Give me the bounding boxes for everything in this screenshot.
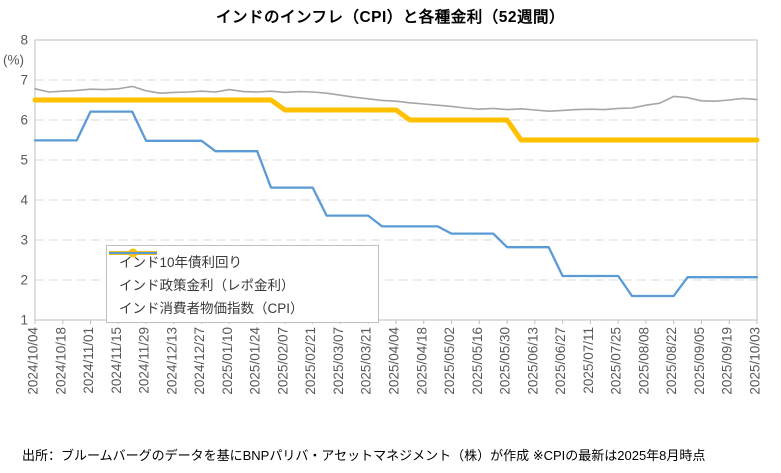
x-tick-label: 2025/05/30 xyxy=(498,327,513,395)
x-tick-label: 2024/11/15 xyxy=(109,327,124,394)
legend: インド10年債利回りインド政策金利（レポ金利） インド消費者物価指数（CPI） xyxy=(106,245,379,323)
y-tick-label: 1 xyxy=(20,313,28,328)
y-tick-label: 7 xyxy=(20,73,28,88)
legend-label: インド10年債利回り xyxy=(119,255,243,270)
x-tick-label: 2024/11/01 xyxy=(81,327,96,394)
x-tick-label: 2025/04/04 xyxy=(387,327,402,395)
x-tick-label: 2024/10/18 xyxy=(53,327,68,395)
x-tick-label: 2025/02/21 xyxy=(303,327,318,395)
y-tick-label: 6 xyxy=(20,113,28,128)
x-tick-label: 2024/10/04 xyxy=(26,327,41,395)
x-tick-label: 2025/04/18 xyxy=(414,327,429,395)
series-line-india-policy-rate xyxy=(32,97,760,143)
plot-area: 1 2 3 4 5 6 7 8 (%) 2024/10/04 2024/10/18 2024/11/0… xyxy=(3,33,763,395)
x-tick-label: 2025/01/24 xyxy=(248,327,263,395)
x-tick-label: 2025/06/27 xyxy=(553,327,568,395)
x-tick-label: 2025/10/03 xyxy=(748,327,763,395)
x-tick-label: 2024/12/13 xyxy=(164,327,179,395)
y-axis-unit-label: (%) xyxy=(3,53,24,68)
x-tick-label: 2025/07/25 xyxy=(609,327,624,395)
x-tick-label: 2025/05/02 xyxy=(442,327,457,395)
x-tick-label: 2025/07/11 xyxy=(581,327,596,394)
source-footnote: 出所：ブルームバーグのデータを基にBNPパリバ・アセットマネジメント（株）が作成… xyxy=(22,448,706,463)
x-tick-label: 2025/03/21 xyxy=(359,327,374,395)
y-tick-label: 2 xyxy=(20,273,28,288)
y-tick-label: 4 xyxy=(20,193,28,208)
legend-label: インド消費者物価指数（CPI） xyxy=(119,301,304,316)
x-tick-label: 2025/06/13 xyxy=(525,327,540,395)
x-tick-label: 2025/05/16 xyxy=(470,327,485,395)
x-tick-label: 2024/12/27 xyxy=(192,327,207,395)
x-tick-label: 2024/11/29 xyxy=(137,327,152,394)
x-tick-label: 2025/09/19 xyxy=(720,327,735,395)
series-line-india-10y-yield xyxy=(34,85,758,112)
x-tick-label: 2025/03/07 xyxy=(331,327,346,395)
x-tick-label: 2025/08/08 xyxy=(636,327,651,395)
legend-line-sample-india-cpi xyxy=(109,251,157,255)
y-tick-label: 5 xyxy=(20,153,28,168)
legend-label: インド政策金利（レポ金利） xyxy=(119,278,295,293)
x-tick-label: 2025/08/22 xyxy=(664,327,679,395)
y-tick-label: 8 xyxy=(20,33,28,48)
legend-item-india-policy-rate: インド政策金利（レポ金利） xyxy=(109,248,374,294)
x-tick-label: 2025/01/10 xyxy=(220,327,235,395)
x-tick-label: 2025/09/05 xyxy=(692,327,707,395)
y-tick-label: 3 xyxy=(20,233,28,248)
x-tick-label: 2025/02/07 xyxy=(275,327,290,395)
legend-item-india-cpi: インド消費者物価指数（CPI） xyxy=(109,251,374,317)
series-line-india-cpi xyxy=(33,110,759,298)
chart-title: インドのインフレ（CPI）と各種金利（52週間） xyxy=(215,9,566,26)
